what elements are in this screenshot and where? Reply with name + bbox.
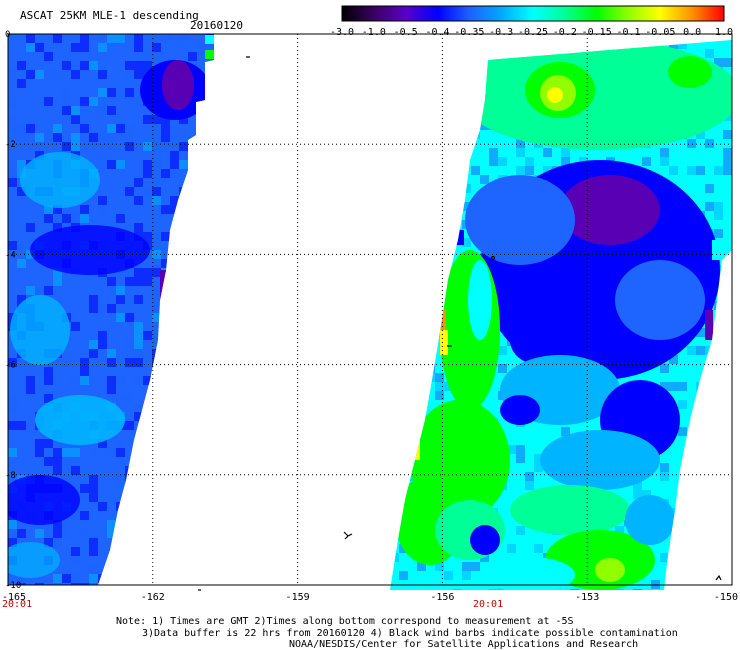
lon-label: -159 xyxy=(286,592,310,603)
lon-label: -153 xyxy=(575,592,599,603)
colorbar-label: -0.05 xyxy=(645,27,675,38)
colorbar-label: -0.15 xyxy=(582,27,612,38)
colorbar-label: -3.0 xyxy=(330,27,354,38)
lon-label: -162 xyxy=(141,592,165,603)
map-date: 20160120 xyxy=(190,19,243,32)
lon-label: -165 xyxy=(2,592,26,603)
colorbar-label: -0.25 xyxy=(518,27,548,38)
colorbar-labels: -3.0 -1.0 -0.5 -0.4 -0.35 -0.3 -0.25 -0.2 -0.15-… xyxy=(330,27,733,38)
colorbar xyxy=(341,5,725,22)
colorbar-label: -0.5 xyxy=(394,27,418,38)
lat-label: -4 xyxy=(5,250,16,260)
longitude-labels: -165 -162 -159 -156 -153 -150 xyxy=(2,592,738,603)
lat-label: -6 xyxy=(5,361,16,371)
lat-label: -8 xyxy=(5,471,16,481)
colorbar-label: 1.0 xyxy=(715,27,733,38)
latitude-labels: 0 -2 -4 -6 -8 -10 xyxy=(5,30,21,591)
note-line-2: 3)Data buffer is 22 hrs from 20160120 4)… xyxy=(142,628,678,639)
colorbar-label: -0.4 xyxy=(425,27,449,38)
time-right: 20:01 xyxy=(473,599,504,610)
colorbar-label: -0.3 xyxy=(489,27,513,38)
wind-barbs xyxy=(198,56,722,591)
graticule xyxy=(8,34,732,585)
lon-label: -156 xyxy=(430,592,454,603)
note-line-1: Note: 1) Times are GMT 2)Times along bot… xyxy=(116,616,574,627)
map-title: ASCAT 25KM MLE-1 descending xyxy=(20,9,199,22)
lat-label: -10 xyxy=(5,581,21,591)
time-left: 20:01 xyxy=(2,599,33,610)
right-swath xyxy=(390,40,732,590)
colorbar-label: -1.0 xyxy=(362,27,386,38)
lat-label: -2 xyxy=(5,140,16,150)
lat-label: 0 xyxy=(5,30,10,40)
colorbar-label: -0.1 xyxy=(616,27,640,38)
lon-label: -150 xyxy=(714,592,738,603)
map-frame xyxy=(7,33,733,586)
left-swath xyxy=(8,34,214,585)
note-line-3: NOAA/NESDIS/Center for Satellite Applica… xyxy=(289,639,639,650)
colorbar-label: 0.0 xyxy=(683,27,701,38)
colorbar-label: -0.2 xyxy=(553,27,577,38)
colorbar-label: -0.35 xyxy=(454,27,484,38)
